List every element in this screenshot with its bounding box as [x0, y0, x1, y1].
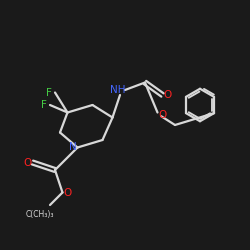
Text: C(CH₃)₃: C(CH₃)₃: [26, 210, 54, 220]
Text: NH: NH: [110, 85, 125, 95]
Text: O: O: [164, 90, 172, 100]
Text: O: O: [64, 188, 72, 198]
Text: O: O: [158, 110, 166, 120]
Text: F: F: [46, 88, 52, 98]
Text: N: N: [68, 142, 76, 152]
Text: F: F: [41, 100, 47, 110]
Text: O: O: [24, 158, 32, 168]
